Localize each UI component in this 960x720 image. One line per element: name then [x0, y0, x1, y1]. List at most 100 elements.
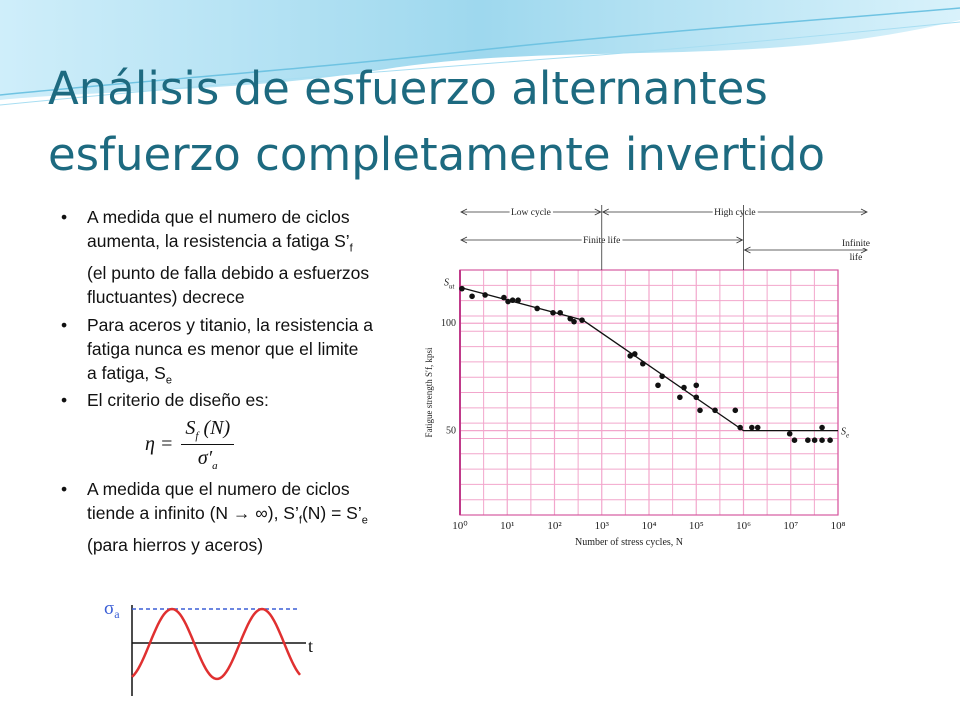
- subscript: a: [212, 460, 218, 472]
- data-point: [509, 297, 516, 304]
- annotation: Sut: [444, 277, 456, 290]
- data-point: [627, 353, 633, 359]
- text-run: El criterio de diseño es:: [87, 390, 269, 410]
- sine-wave: [131, 607, 301, 681]
- data-point: [505, 298, 511, 305]
- text-run: A medida que el numero de ciclos: [87, 479, 350, 499]
- text-run: fluctuantes) decrece: [87, 286, 245, 307]
- text-run: (N) = S’: [301, 503, 362, 523]
- data-point: [640, 360, 646, 367]
- data-point: [677, 394, 683, 401]
- bullet-line: Para aceros y titanio, la resistencia a: [87, 313, 373, 337]
- bullet-line: tiende a infinito (N → ∞), S’f(N) = S’e: [87, 501, 368, 533]
- bullet-line: (para hierros y aceros): [87, 533, 368, 557]
- region-label: Infinite: [842, 238, 870, 249]
- chart-background: [420, 195, 872, 550]
- bullet: • A medida que el numero de ciclos tiende …: [61, 477, 368, 557]
- bullet-line: A medida que el numero de ciclos: [87, 205, 369, 229]
- data-point: [482, 292, 488, 298]
- subscript: e: [165, 374, 172, 387]
- data-point: [459, 285, 465, 292]
- text-run: σ′: [197, 447, 213, 469]
- data-point: [693, 394, 700, 401]
- data-point: [631, 351, 638, 357]
- data-point: [819, 424, 825, 431]
- x-tick-label: 10⁵: [689, 520, 704, 532]
- x-tick-label: 10⁴: [642, 520, 657, 532]
- text-run: (el punto de falla debido a esfuerzos: [87, 262, 370, 283]
- annotation-sub: ut: [449, 282, 456, 290]
- data-point: [659, 373, 665, 380]
- data-point: [749, 424, 755, 431]
- x-axis-label: Number of stress cycles, N: [575, 537, 683, 548]
- x-tick-label: 10⁸: [831, 520, 846, 532]
- arrow-head: [601, 208, 609, 216]
- data-point: [534, 305, 540, 312]
- arrow-head: [736, 236, 744, 244]
- header-wave-line: [0, 21, 960, 106]
- bullet-line: a fatiga, Se: [87, 361, 373, 393]
- data-point: [732, 407, 739, 414]
- header-wave-line: [0, 7, 960, 96]
- y-tick-label: 50: [446, 426, 456, 437]
- text-box: • A medida que el numero de ciclos aumenta…: [35, 195, 420, 605]
- numerator: Sf (N): [181, 417, 235, 445]
- region-label: life: [850, 252, 863, 263]
- data-point: [811, 437, 818, 443]
- data-point: [550, 309, 556, 316]
- data-point: [697, 407, 703, 414]
- formula: η = Sf (N) σ′a: [145, 417, 235, 472]
- bullet: • A medida que el numero de ciclos aumenta…: [61, 205, 369, 309]
- y-axis-label: Fatigue strength S′f, kpsi: [424, 347, 434, 437]
- text-run: aumenta, la resistencia a fatiga S’: [87, 231, 350, 251]
- region-label: Low cycle: [511, 208, 551, 218]
- bullet: • Para aceros y titanio, la resistencia a…: [61, 313, 373, 393]
- text-run: Para aceros y titanio, la resistencia a: [87, 315, 373, 335]
- data-point: [655, 382, 661, 389]
- bullet-line: fatiga nunca es menor que el limite: [87, 337, 373, 361]
- wave-x-label: t: [308, 636, 313, 656]
- bullet-dot: •: [61, 207, 68, 227]
- data-point: [827, 437, 833, 443]
- text-run: tiende a infinito (N → ∞), S’: [87, 503, 299, 523]
- data-point: [737, 424, 743, 431]
- annotation-text: S: [444, 277, 449, 288]
- text-run: fatiga nunca es menor que el limite: [87, 339, 359, 359]
- text-run: A medida que el numero de ciclos: [87, 207, 350, 227]
- data-point: [567, 315, 574, 322]
- bullet-line: fluctuantes) decrece: [87, 285, 369, 309]
- x-tick-label: 10²: [547, 520, 562, 532]
- annotation-text: S: [841, 427, 846, 438]
- fraction: Sf (N) σ′a: [181, 417, 235, 472]
- data-point: [557, 309, 563, 316]
- data-point: [712, 407, 718, 414]
- formula-lhs: η =: [145, 433, 174, 455]
- x-tick-label: 10⁷: [783, 520, 798, 532]
- annotation-sub: e: [846, 432, 849, 440]
- annotation: Se: [841, 427, 849, 440]
- data-point: [681, 384, 687, 391]
- arrow-head: [594, 208, 602, 216]
- data-point: [469, 293, 475, 300]
- data-point: [786, 430, 793, 437]
- bullet-dot: •: [61, 315, 68, 335]
- data-point: [693, 382, 700, 389]
- x-tick-label: 10⁰: [452, 520, 468, 532]
- subscript: f: [349, 242, 353, 255]
- data-point: [805, 437, 811, 443]
- title-line: Análisis de esfuerzo alternantes: [48, 62, 768, 115]
- x-tick-label: 10⁶: [736, 520, 751, 532]
- bullet-line: (el punto de falla debido a esfuerzos: [87, 261, 369, 285]
- amplitude-sub: a: [114, 607, 120, 621]
- arrow-head: [860, 246, 868, 254]
- bullet-line: A medida que el numero de ciclos: [87, 477, 368, 501]
- bullet: • El criterio de diseño es:: [61, 388, 269, 412]
- subscript: f: [195, 430, 199, 442]
- bullet-dot: •: [61, 390, 68, 410]
- arrow-head: [460, 208, 468, 216]
- bullet-line: El criterio de diseño es:: [87, 388, 269, 412]
- data-point: [754, 424, 761, 431]
- arrow-head: [743, 246, 751, 254]
